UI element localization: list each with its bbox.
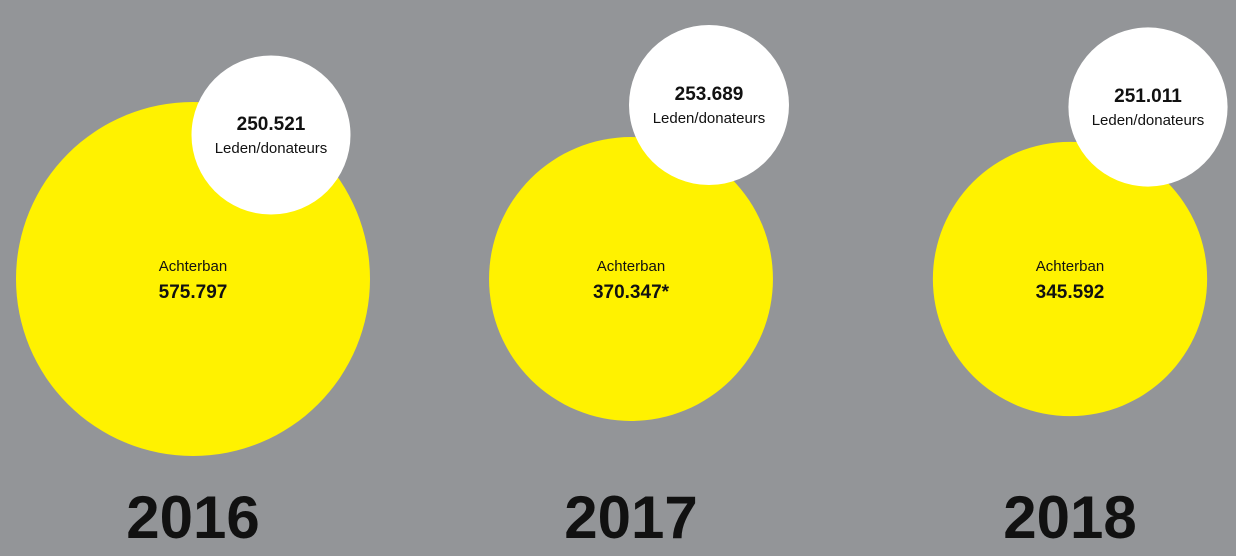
bubble-value: 253.689 [675, 84, 744, 105]
bubble-value: 251.011 [1114, 86, 1182, 107]
bubble-value: 250.521 [237, 114, 306, 135]
bubble-achterban [932, 141, 1208, 417]
year-label: 2016 [126, 484, 259, 551]
bubble-name: Achterban [1036, 258, 1104, 275]
year-label: 2017 [564, 484, 697, 551]
bubble-value: 370.347* [593, 282, 670, 303]
bubble-name: Leden/donateurs [215, 140, 328, 157]
year-label: 2018 [1003, 484, 1136, 551]
bubble-name: Leden/donateurs [1092, 112, 1205, 129]
bubble-value: 575.797 [159, 282, 228, 303]
bubble-name: Leden/donateurs [653, 110, 766, 127]
bubble-name: Achterban [597, 258, 665, 275]
bubble-name: Achterban [159, 258, 227, 275]
bubble-value: 345.592 [1036, 282, 1105, 303]
bubble-leden [1068, 27, 1228, 187]
bubble-achterban [489, 137, 773, 421]
bubble-leden [191, 55, 351, 215]
bubble-leden [629, 25, 789, 185]
